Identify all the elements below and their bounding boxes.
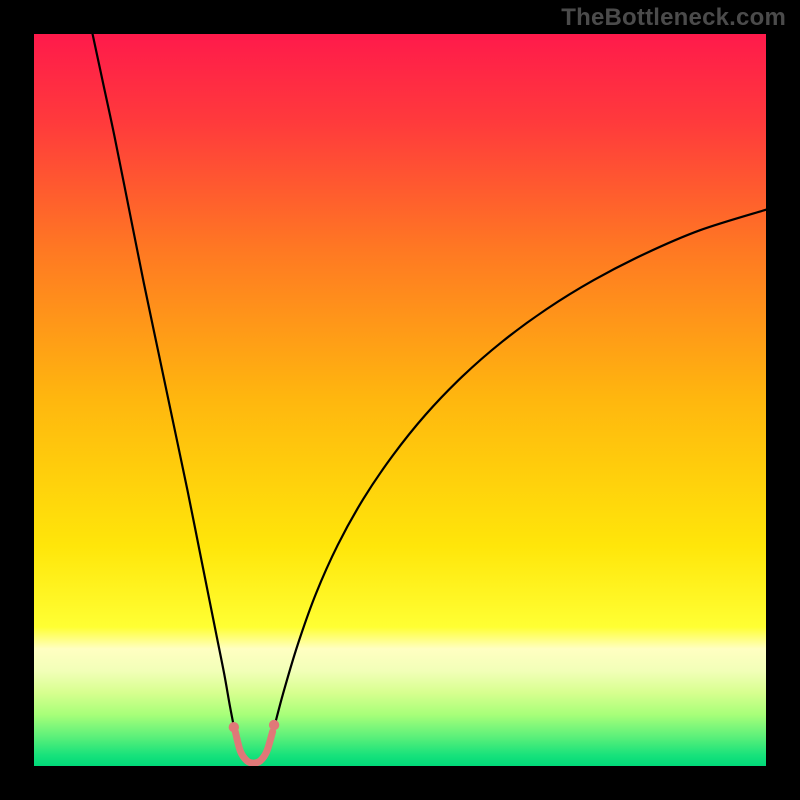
chart-background [34, 34, 766, 766]
chart-root: { "canvas": { "width": 800, "height": 80… [0, 0, 800, 800]
optimal-range-end-dot [229, 722, 239, 732]
watermark-text: TheBottleneck.com [561, 4, 786, 32]
bottleneck-curve-chart [34, 34, 766, 766]
optimal-range-end-dot [269, 720, 279, 730]
